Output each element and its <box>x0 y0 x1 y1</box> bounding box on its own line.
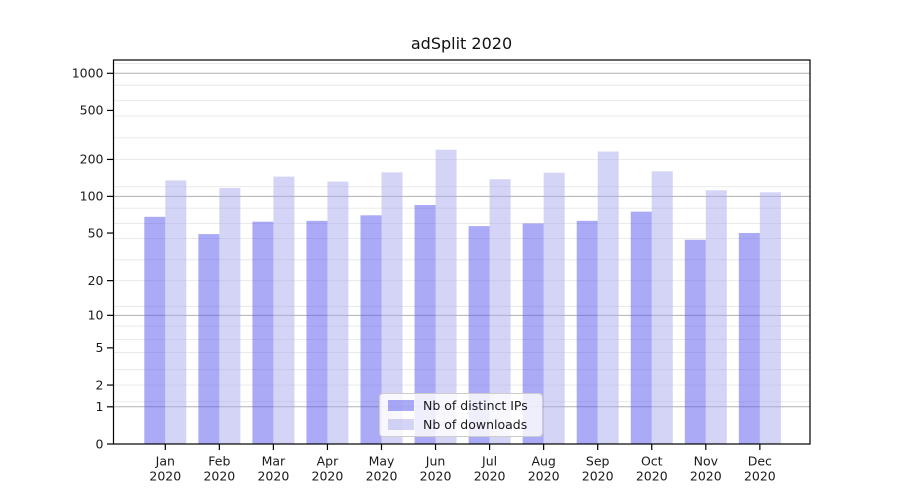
x-tick-label: May 2020 <box>366 454 398 484</box>
x-tick-label: Dec 2020 <box>744 454 776 484</box>
bar-distinct-ips-may <box>360 215 382 444</box>
bar-distinct-ips-oct <box>630 211 652 444</box>
bar-downloads-jan <box>165 180 187 444</box>
x-tick-label: Mar 2020 <box>257 454 289 484</box>
y-tick-label: 500 <box>80 103 104 118</box>
y-tick-label: 100 <box>80 189 104 204</box>
bar-downloads-apr <box>327 181 349 444</box>
bar-distinct-ips-nov <box>684 239 706 444</box>
bar-downloads-mar <box>273 176 295 445</box>
bar-distinct-ips-aug <box>522 223 544 444</box>
x-tick-label: Nov 2020 <box>690 454 722 484</box>
x-tick-label: Jul 2020 <box>474 454 506 484</box>
x-tick-label: Aug 2020 <box>528 454 560 484</box>
x-tick-label: Sep 2020 <box>582 454 614 484</box>
y-tick-label: 1000 <box>72 66 104 81</box>
bars <box>144 149 781 445</box>
bar-distinct-ips-jul <box>468 226 490 444</box>
y-tick-label: 20 <box>88 273 104 288</box>
bar-distinct-ips-mar <box>252 221 274 444</box>
legend-swatch-downloads-icon <box>388 419 414 430</box>
bar-downloads-dec <box>759 192 781 444</box>
legend-box: Nb of distinct IPs Nb of downloads <box>379 393 543 437</box>
bar-downloads-feb <box>219 188 241 444</box>
y-tick-label: 10 <box>88 308 104 323</box>
legend-label-distinct-ips: Nb of distinct IPs <box>423 398 528 413</box>
legend-label-downloads: Nb of downloads <box>423 417 528 432</box>
x-tick-label: Apr 2020 <box>312 454 344 484</box>
bar-downloads-sep <box>597 151 619 444</box>
bar-downloads-may <box>381 172 403 444</box>
y-tick-label: 50 <box>88 225 104 240</box>
x-axis: Jan 2020 Feb 2020 Mar 2020 Apr 2020 May 2020 Jun 20… <box>149 444 776 484</box>
y-axis: 0 1 2 5 10 20 50 100 200 500 1000 <box>72 66 114 451</box>
legend-item-downloads: Nb of downloads <box>388 417 542 432</box>
bar-downloads-nov <box>705 190 727 444</box>
bar-downloads-jun <box>435 149 457 444</box>
x-tick-label: Feb 2020 <box>203 454 235 484</box>
y-tick-label: 200 <box>80 152 104 167</box>
y-tick-label: 1 <box>96 399 104 414</box>
x-tick-label: Jan 2020 <box>149 454 181 484</box>
x-tick-label: Oct 2020 <box>636 454 668 484</box>
y-tick-label: 5 <box>96 340 104 355</box>
bar-distinct-ips-feb <box>198 234 220 444</box>
bar-downloads-oct <box>651 171 673 444</box>
bar-distinct-ips-sep <box>576 220 598 444</box>
y-tick-label: 0 <box>96 436 104 451</box>
y-tick-label: 2 <box>96 377 104 392</box>
plot-frame <box>112 59 811 445</box>
bar-distinct-ips-apr <box>306 220 328 444</box>
bar-distinct-ips-dec <box>738 233 760 444</box>
bar-distinct-ips-jun <box>414 204 436 444</box>
bar-downloads-jul <box>489 179 511 445</box>
bar-downloads-aug <box>543 172 565 444</box>
legend-item-distinct-ips: Nb of distinct IPs <box>388 398 542 413</box>
bar-distinct-ips-jan <box>144 216 166 444</box>
x-tick-label: Jun 2020 <box>420 454 452 484</box>
chart-title: adSplit 2020 <box>410 34 513 53</box>
legend-swatch-distinct-ips-icon <box>388 400 414 411</box>
